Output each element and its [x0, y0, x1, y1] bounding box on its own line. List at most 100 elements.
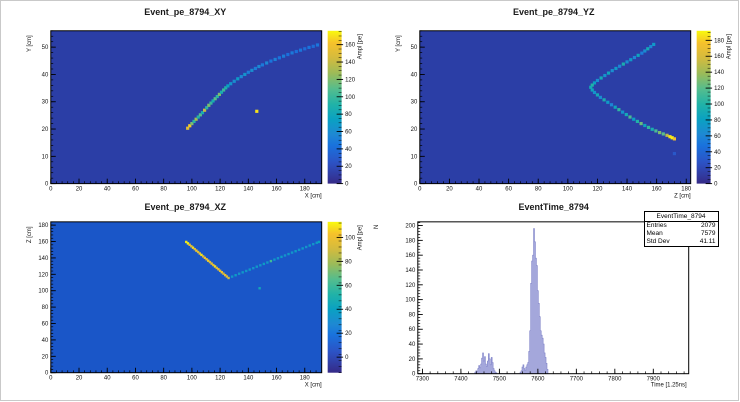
svg-text:100: 100 [345, 95, 356, 101]
svg-text:30: 30 [42, 100, 49, 106]
svg-text:40: 40 [410, 72, 417, 78]
svg-text:140: 140 [243, 375, 254, 381]
time-histogram-plot: 7300 7400 7500 7600 7700 7800 7900 0 20 40 60 80 100… [373, 220, 689, 388]
xy-heatmap-plot: 0 20 40 60 80 100 120 140 160 180 0 10 20 30 40 50 X [cm… [27, 30, 364, 200]
svg-text:7500: 7500 [492, 376, 506, 382]
svg-text:40: 40 [408, 342, 415, 348]
svg-text:Ampl [pe]: Ampl [pe] [358, 34, 364, 59]
svg-text:Y [cm]: Y [cm] [395, 35, 401, 52]
svg-text:140: 140 [345, 60, 356, 66]
svg-text:40: 40 [104, 187, 111, 193]
svg-text:140: 140 [243, 187, 254, 193]
stats-row-entries: Entries 2079 [646, 221, 716, 229]
svg-text:160: 160 [272, 187, 283, 193]
svg-text:Time [1.25ns]: Time [1.25ns] [650, 382, 686, 388]
svg-text:80: 80 [534, 187, 541, 193]
svg-text:180: 180 [405, 238, 416, 244]
svg-text:60: 60 [505, 187, 512, 193]
svg-text:50: 50 [42, 45, 49, 51]
panel-event-yz: Event_pe_8794_YZ 0 20 40 60 80 100 120 140 160 18… [369, 1, 738, 201]
svg-text:0: 0 [411, 371, 415, 377]
yz-title: Event_pe_8794_YZ [512, 7, 595, 17]
svg-text:40: 40 [345, 147, 352, 153]
svg-text:20: 20 [408, 356, 415, 362]
svg-text:100: 100 [714, 102, 725, 108]
svg-text:40: 40 [42, 72, 49, 78]
svg-text:0: 0 [345, 182, 349, 188]
svg-text:180: 180 [714, 38, 725, 44]
svg-text:50: 50 [410, 45, 417, 51]
panel-event-xy: Event_pe_8794_XY 0 20 40 60 80 100 120 140 160 18… [1, 1, 370, 201]
svg-text:7600: 7600 [531, 376, 545, 382]
svg-text:Ampl [pe]: Ampl [pe] [726, 34, 732, 59]
svg-text:40: 40 [345, 307, 352, 313]
xy-title: Event_pe_8794_XY [144, 7, 227, 17]
svg-text:40: 40 [714, 150, 721, 156]
panel-event-xz: Event_pe_8794_XZ 0 20 40 60 80 100 120 140 160 18… [1, 200, 370, 400]
svg-text:60: 60 [42, 321, 49, 327]
stats-row-stddev: Std Dev 41.11 [646, 237, 716, 245]
panel-event-time: EventTime_8794 7300 7400 7500 7600 7700 7800 7… [369, 200, 738, 400]
svg-text:7700: 7700 [569, 376, 583, 382]
svg-text:100: 100 [38, 288, 49, 294]
xz-title: Event_pe_8794_XZ [144, 201, 227, 212]
svg-text:0: 0 [413, 182, 417, 188]
svg-text:100: 100 [345, 235, 356, 241]
yz-heatmap-plot: 0 20 40 60 80 100 120 140 160 180 0 10 20 30 40 50 Z [cm… [395, 30, 732, 200]
svg-text:120: 120 [215, 187, 226, 193]
svg-text:100: 100 [405, 297, 416, 303]
stats-box-title: EventTime_8794 [644, 212, 718, 222]
svg-text:0: 0 [45, 182, 49, 188]
svg-text:7400: 7400 [454, 376, 468, 382]
svg-text:20: 20 [76, 187, 83, 193]
svg-text:20: 20 [446, 187, 453, 193]
svg-text:140: 140 [405, 267, 416, 273]
stats-box: EventTime_8794 Entries 2079 Mean 7579 St… [643, 210, 719, 247]
svg-text:160: 160 [345, 43, 356, 49]
svg-text:120: 120 [714, 86, 725, 92]
svg-text:40: 40 [104, 375, 111, 381]
svg-text:80: 80 [42, 305, 49, 311]
svg-text:180: 180 [300, 375, 311, 381]
svg-text:7900: 7900 [646, 376, 660, 382]
svg-text:80: 80 [160, 187, 167, 193]
svg-text:20: 20 [345, 164, 352, 170]
svg-text:80: 80 [408, 312, 415, 318]
svg-text:0: 0 [49, 187, 53, 193]
svg-text:20: 20 [42, 127, 49, 133]
svg-text:20: 20 [410, 127, 417, 133]
svg-text:0: 0 [49, 375, 53, 381]
svg-text:Z [cm]: Z [cm] [674, 194, 691, 200]
svg-text:60: 60 [345, 283, 352, 289]
svg-text:200: 200 [405, 223, 416, 229]
svg-text:100: 100 [187, 375, 198, 381]
svg-text:180: 180 [300, 187, 311, 193]
svg-text:Ampl [pe]: Ampl [pe] [358, 224, 364, 249]
svg-text:10: 10 [410, 154, 417, 160]
xz-heatmap-plot: 0 20 40 60 80 100 120 140 160 180 0 20 40 60 80 100 120 1… [27, 220, 364, 388]
svg-text:10: 10 [42, 154, 49, 160]
svg-text:Z [cm]: Z [cm] [27, 226, 33, 243]
svg-text:120: 120 [345, 77, 356, 83]
svg-text:60: 60 [132, 375, 139, 381]
svg-text:120: 120 [38, 272, 49, 278]
svg-text:80: 80 [345, 259, 352, 265]
svg-text:20: 20 [76, 375, 83, 381]
svg-text:100: 100 [562, 187, 573, 193]
svg-text:0: 0 [714, 182, 718, 188]
svg-text:40: 40 [475, 187, 482, 193]
svg-text:30: 30 [410, 100, 417, 106]
svg-text:20: 20 [345, 331, 352, 337]
svg-text:80: 80 [160, 375, 167, 381]
svg-text:0: 0 [418, 187, 422, 193]
svg-text:20: 20 [42, 354, 49, 360]
svg-text:80: 80 [345, 112, 352, 118]
svg-text:Y [cm]: Y [cm] [27, 35, 33, 52]
svg-text:60: 60 [345, 130, 352, 136]
svg-text:160: 160 [272, 375, 283, 381]
svg-text:0: 0 [345, 355, 349, 361]
svg-text:120: 120 [215, 375, 226, 381]
stats-row-mean: Mean 7579 [646, 229, 716, 237]
svg-text:X [cm]: X [cm] [305, 382, 322, 388]
